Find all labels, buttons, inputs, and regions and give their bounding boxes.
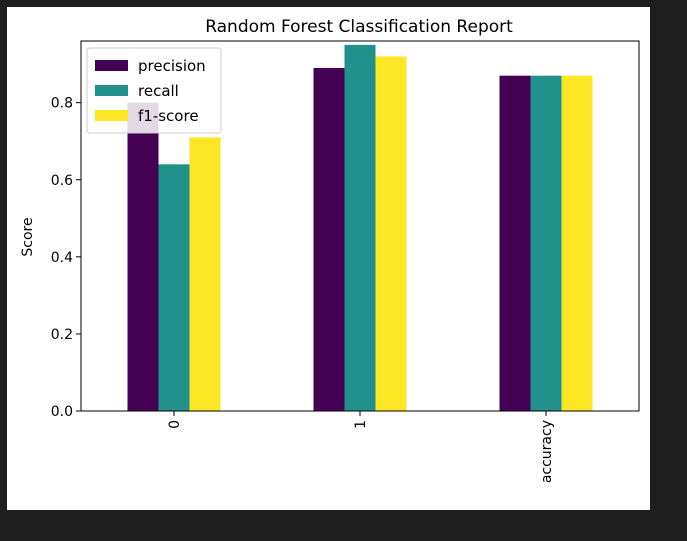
x-tick-label: accuracy [539,420,555,483]
x-tick-label: 0 [167,420,183,429]
bar-precision-1 [313,67,345,412]
bar-recall-1 [344,44,376,411]
bar-f1-score-1 [375,56,407,412]
bar-chart: Random Forest Classification Report Scor… [7,7,650,510]
y-ticks-group: 0.0 0.2 0.4 0.6 0.8 [51,96,81,420]
legend-label-recall: recall [138,82,179,100]
y-tick-label: 0.2 [51,327,73,343]
legend-label-precision: precision [138,57,206,75]
legend-swatch-f1-score [95,110,128,121]
y-tick-label: 0.4 [51,250,73,266]
legend: precision recall f1-score [86,47,222,134]
x-tick-label: 1 [353,420,369,429]
x-ticks-group: 0 1 accuracy [167,411,555,483]
chart-title: Random Forest Classification Report [205,17,513,37]
y-tick-label: 0.8 [51,96,73,112]
bar-recall-accuracy [530,75,562,411]
bar-recall-0 [158,164,190,411]
legend-swatch-precision [95,60,128,71]
bars-group [127,44,593,412]
y-tick-label: 0.6 [51,173,73,189]
y-axis-label: Score [20,217,36,256]
figure: Random Forest Classification Report Scor… [7,7,650,510]
bar-f1-score-accuracy [561,75,593,411]
bar-precision-accuracy [499,75,531,411]
legend-swatch-recall [95,85,128,96]
bar-precision-0 [127,102,159,412]
legend-label-f1-score: f1-score [138,107,199,125]
bar-f1-score-0 [189,137,221,411]
plot-frame [80,40,640,412]
y-tick-label: 0.0 [51,404,73,420]
